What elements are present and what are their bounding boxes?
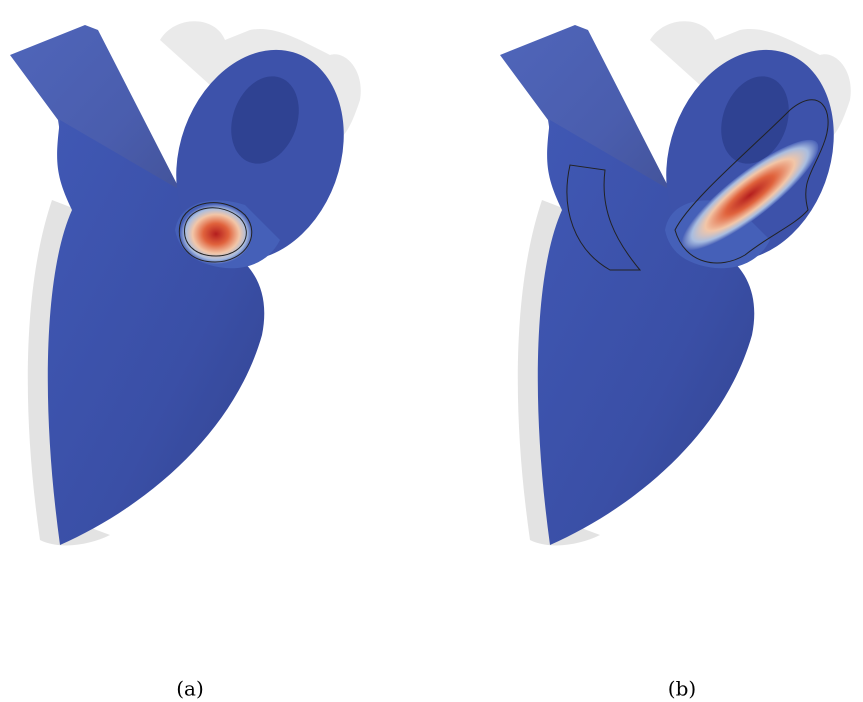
caption: (a) — [176, 677, 204, 701]
figure: (a) (b) — [0, 0, 863, 702]
heart-model — [500, 25, 862, 545]
caption: (b) — [668, 677, 696, 701]
page: (a) (b) (() => { const data = JSON.parse… — [0, 0, 863, 702]
heart-model — [10, 25, 372, 545]
panel-a: (a) — [10, 21, 372, 700]
panel-b: (b) — [500, 21, 862, 700]
